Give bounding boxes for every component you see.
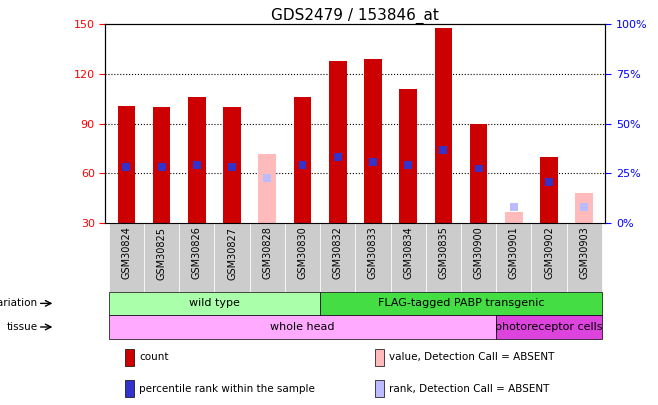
- Text: GSM30826: GSM30826: [192, 227, 202, 279]
- Bar: [329, 61, 347, 223]
- Text: percentile rank within the sample: percentile rank within the sample: [139, 384, 315, 394]
- Bar: [109, 292, 320, 315]
- Bar: [188, 97, 206, 223]
- Bar: [320, 292, 602, 315]
- Bar: [505, 211, 522, 223]
- Text: FLAG-tagged PABP transgenic: FLAG-tagged PABP transgenic: [378, 298, 544, 308]
- Bar: [369, 158, 377, 166]
- Bar: [399, 89, 417, 223]
- Text: GSM30827: GSM30827: [227, 227, 237, 279]
- Text: GSM30828: GSM30828: [263, 227, 272, 279]
- Bar: [179, 223, 215, 292]
- Bar: [125, 380, 134, 397]
- Bar: [259, 153, 276, 223]
- Bar: [153, 107, 170, 223]
- Bar: [496, 315, 602, 339]
- Text: GSM30824: GSM30824: [122, 227, 132, 279]
- Text: GSM30900: GSM30900: [474, 227, 484, 279]
- Bar: [223, 107, 241, 223]
- Bar: [375, 349, 384, 366]
- Bar: [532, 223, 567, 292]
- Bar: [109, 315, 496, 339]
- Text: GSM30901: GSM30901: [509, 227, 519, 279]
- Text: GSM30832: GSM30832: [333, 227, 343, 279]
- Bar: [334, 153, 342, 161]
- Bar: [228, 163, 236, 171]
- Bar: [299, 161, 307, 169]
- Text: rank, Detection Call = ABSENT: rank, Detection Call = ABSENT: [390, 384, 549, 394]
- Text: count: count: [139, 352, 169, 362]
- Bar: [461, 223, 496, 292]
- Text: whole head: whole head: [270, 322, 335, 332]
- Text: value, Detection Call = ABSENT: value, Detection Call = ABSENT: [390, 352, 555, 362]
- Text: wild type: wild type: [189, 298, 240, 308]
- Bar: [355, 223, 391, 292]
- Text: GSM30825: GSM30825: [157, 227, 166, 279]
- Bar: [496, 223, 532, 292]
- Bar: [545, 178, 553, 186]
- Bar: [158, 163, 166, 171]
- Text: GSM30835: GSM30835: [438, 227, 448, 279]
- Bar: [375, 380, 384, 397]
- Bar: [285, 223, 320, 292]
- Text: genotype/variation: genotype/variation: [0, 298, 38, 308]
- Bar: [249, 223, 285, 292]
- Text: GSM30830: GSM30830: [297, 227, 307, 279]
- Text: GSM30902: GSM30902: [544, 227, 554, 279]
- Text: GSM30834: GSM30834: [403, 227, 413, 279]
- Bar: [567, 223, 602, 292]
- Bar: [215, 223, 249, 292]
- Bar: [109, 223, 144, 292]
- Bar: [580, 202, 588, 211]
- Bar: [474, 164, 482, 173]
- Text: photoreceptor cells: photoreceptor cells: [495, 322, 603, 332]
- Bar: [404, 161, 412, 169]
- Bar: [426, 223, 461, 292]
- Text: GSM30833: GSM30833: [368, 227, 378, 279]
- Title: GDS2479 / 153846_at: GDS2479 / 153846_at: [271, 8, 440, 24]
- Bar: [118, 106, 135, 223]
- Bar: [470, 124, 488, 223]
- Text: GSM30903: GSM30903: [579, 227, 589, 279]
- Bar: [364, 59, 382, 223]
- Bar: [576, 193, 593, 223]
- Text: tissue: tissue: [7, 322, 38, 332]
- Bar: [510, 202, 518, 211]
- Bar: [125, 349, 134, 366]
- Bar: [434, 28, 452, 223]
- Bar: [122, 163, 130, 171]
- Bar: [263, 175, 271, 182]
- Bar: [440, 146, 447, 154]
- Bar: [293, 97, 311, 223]
- Bar: [193, 161, 201, 169]
- Bar: [540, 157, 558, 223]
- Bar: [320, 223, 355, 292]
- Bar: [391, 223, 426, 292]
- Bar: [144, 223, 179, 292]
